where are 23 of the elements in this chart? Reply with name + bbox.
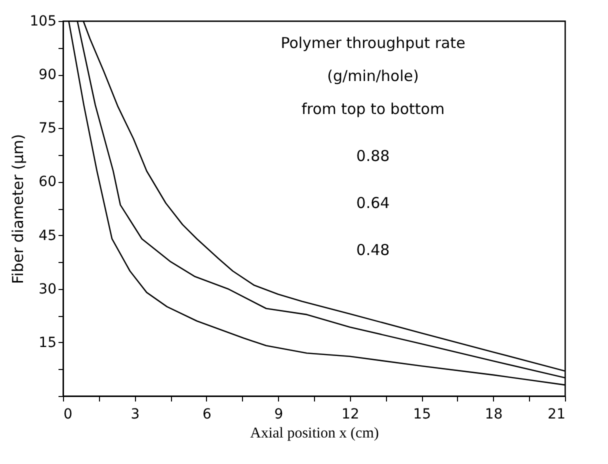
x-tick-label: 15 [413,406,431,422]
y-tick-label: 45 [38,228,56,244]
x-tick-label: 9 [274,406,284,422]
x-tick-label: 3 [130,406,140,422]
annotation: 0.48 [356,241,390,259]
annotation: from top to bottom [301,100,445,118]
x-axis-title: Axial position x (cm) [250,426,379,442]
y-tick-label: 90 [38,67,56,84]
x-tick-label: 18 [484,406,503,422]
y-tick-label: 60 [38,174,56,190]
annotation: 0.64 [356,194,390,212]
x-tick-label: 6 [202,406,212,422]
x-tick-label: 12 [341,406,360,422]
y-tick-label: 30 [38,281,56,298]
annotation: 0.88 [356,147,390,165]
y-tick-label: 105 [30,14,56,30]
y-tick-label: 75 [38,120,56,137]
y-axis-title: Fiber diameter (μm) [8,134,27,284]
annotation: Polymer throughput rate [280,34,466,52]
x-tick-label: 21 [548,406,566,422]
x-tick-label: 0 [64,406,72,422]
y-tick-label: 15 [38,334,56,351]
annotation: (g/min/hole) [327,67,419,85]
